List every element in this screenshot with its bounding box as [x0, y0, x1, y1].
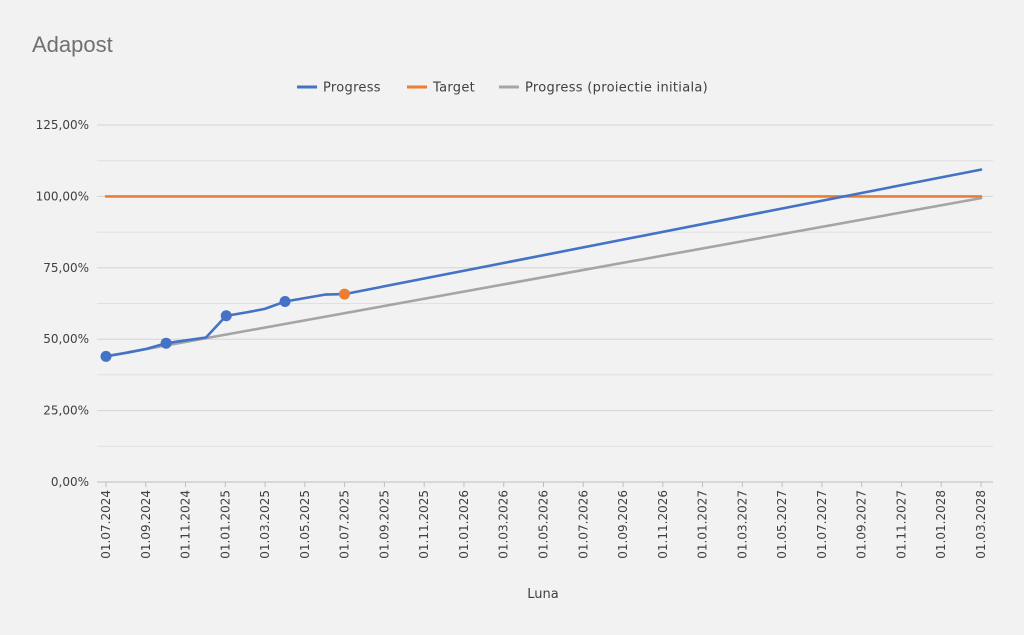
x-tick-label: 01.09.2026 — [616, 490, 630, 559]
series-line-progress — [104, 168, 983, 358]
y-tick-label: 25,00% — [43, 404, 89, 418]
x-tick-label: 01.01.2025 — [218, 490, 232, 559]
x-tick-label: 01.03.2027 — [735, 490, 749, 559]
x-tick-label: 01.11.2026 — [656, 490, 670, 559]
progress-point — [279, 296, 291, 308]
x-tick-label: 01.05.2027 — [775, 490, 789, 559]
x-axis-label: Luna — [527, 587, 558, 602]
x-tick-label: 01.11.2025 — [417, 490, 431, 559]
x-axis-ticks: 01.07.2024 01.09.2024 01.11.2024 01.01.2025… — [99, 482, 988, 559]
x-tick-label: 01.05.2026 — [537, 490, 551, 559]
series-line-progress-proiectie-initiala — [104, 196, 983, 358]
x-tick-label: 01.03.2026 — [497, 490, 511, 559]
progress-point — [100, 350, 112, 362]
x-tick-label: 01.03.2028 — [974, 490, 988, 559]
x-tick-label: 01.01.2026 — [457, 490, 471, 559]
current-point — [339, 288, 351, 300]
x-tick-label: 01.01.2027 — [696, 490, 710, 559]
y-tick-label: 75,00% — [43, 261, 89, 275]
x-tick-label: 01.09.2027 — [855, 490, 869, 559]
series-layer — [104, 168, 983, 358]
x-tick-label: 01.09.2024 — [139, 490, 153, 559]
x-tick-label: 01.09.2025 — [377, 490, 391, 559]
legend-item: Progress (proiectie initiala) — [499, 81, 708, 96]
x-tick-label: 01.11.2024 — [179, 490, 193, 559]
y-tick-label: 125,00% — [36, 118, 89, 132]
y-tick-label: 100,00% — [36, 189, 89, 203]
legend: Progress Target Progress (proiectie initia… — [297, 81, 708, 96]
x-tick-label: 01.05.2025 — [298, 490, 312, 559]
legend-item: Progress — [297, 81, 381, 96]
x-tick-label: 01.07.2026 — [576, 490, 590, 559]
legend-item: Target — [407, 81, 475, 96]
markers-layer — [100, 288, 351, 362]
legend-label: Progress — [323, 81, 381, 96]
y-axis-ticks: 0,00% 25,00% 50,00% 75,00% 100,00% 125,00% — [36, 118, 89, 489]
legend-label: Target — [432, 81, 475, 96]
progress-point — [160, 337, 172, 349]
x-tick-label: 01.07.2024 — [99, 490, 113, 559]
x-tick-label: 01.03.2025 — [258, 490, 272, 559]
x-tick-label: 01.07.2025 — [338, 490, 352, 559]
x-tick-label: 01.07.2027 — [815, 490, 829, 559]
x-tick-label: 01.11.2027 — [894, 490, 908, 559]
y-tick-label: 50,00% — [43, 332, 89, 346]
progress-point — [220, 310, 232, 322]
x-tick-label: 01.01.2028 — [934, 490, 948, 559]
y-tick-label: 0,00% — [51, 475, 89, 489]
chart-title: Adapost — [32, 32, 113, 57]
legend-label: Progress (proiectie initiala) — [525, 81, 708, 96]
